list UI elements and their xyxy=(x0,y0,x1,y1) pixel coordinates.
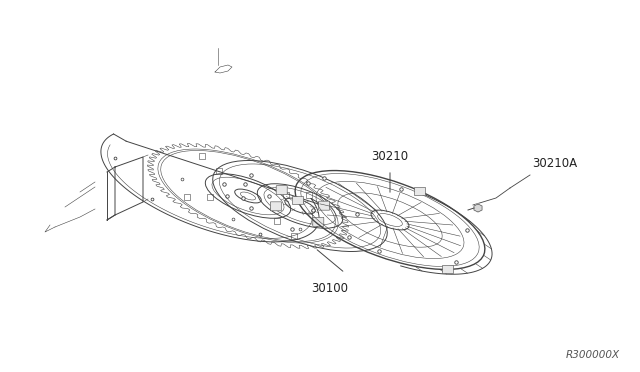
Bar xyxy=(207,193,213,199)
Bar xyxy=(184,194,191,200)
FancyBboxPatch shape xyxy=(313,217,324,226)
Bar xyxy=(274,218,280,224)
FancyBboxPatch shape xyxy=(270,202,282,211)
FancyBboxPatch shape xyxy=(319,201,330,210)
Polygon shape xyxy=(474,204,482,212)
Bar xyxy=(442,266,453,273)
Bar xyxy=(292,196,303,204)
Bar xyxy=(305,192,312,198)
Bar xyxy=(414,187,425,195)
Bar xyxy=(283,192,289,199)
Bar xyxy=(216,168,222,174)
Bar xyxy=(291,232,297,238)
Text: 30210A: 30210A xyxy=(532,157,577,170)
Text: 30100: 30100 xyxy=(312,282,349,295)
Text: R300000X: R300000X xyxy=(566,350,620,360)
Bar xyxy=(199,154,205,160)
Text: 30210: 30210 xyxy=(371,150,408,163)
FancyBboxPatch shape xyxy=(276,186,287,195)
